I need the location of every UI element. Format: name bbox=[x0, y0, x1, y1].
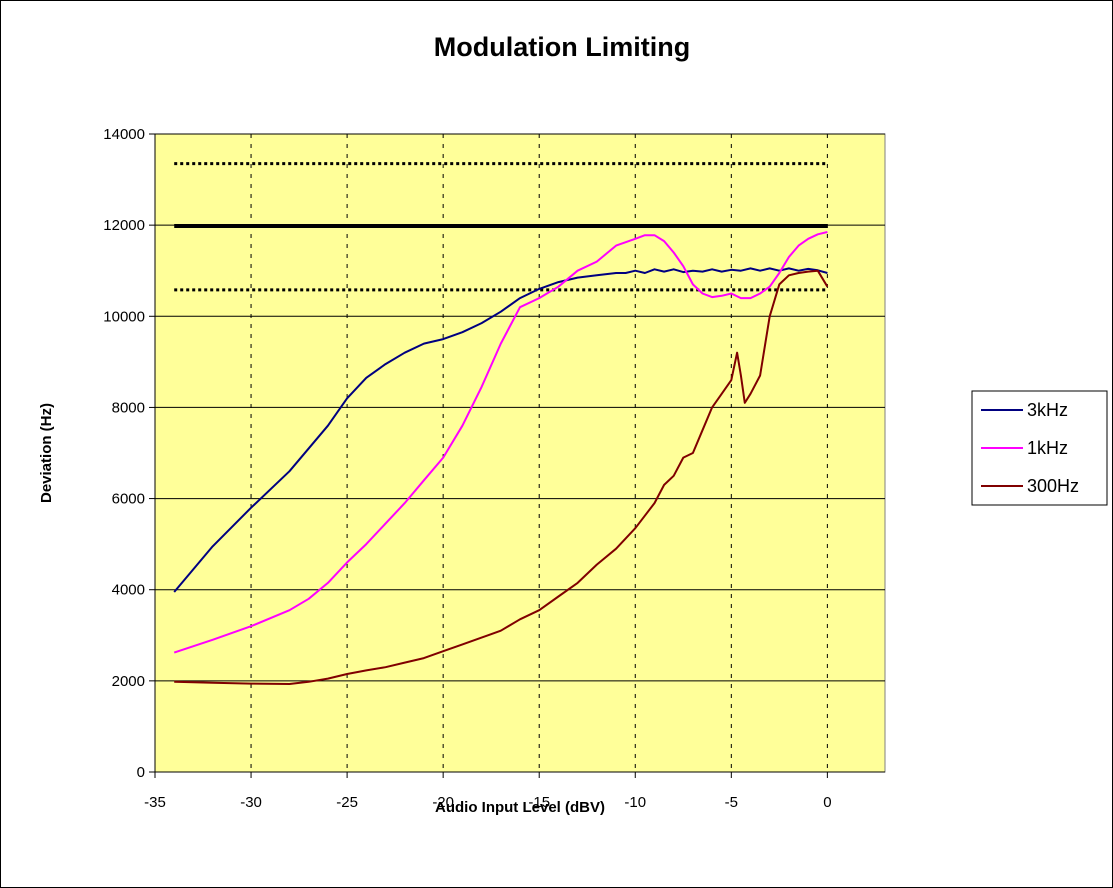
x-tick-label: -10 bbox=[624, 794, 646, 811]
y-tick-label: 0 bbox=[137, 764, 145, 781]
legend-label-1kHz: 1kHz bbox=[1027, 438, 1068, 458]
legend-label-300Hz: 300Hz bbox=[1027, 476, 1079, 496]
x-tick-label: 0 bbox=[823, 794, 831, 811]
x-tick-label: -20 bbox=[432, 794, 454, 811]
x-tick-label: -30 bbox=[240, 794, 262, 811]
y-tick-label: 6000 bbox=[112, 491, 145, 508]
plot-area bbox=[154, 133, 886, 773]
y-tick-label: 8000 bbox=[112, 399, 145, 416]
tick-labels: 0 2000 4000 6000 8000 10000 12000 14000 -35 -30 -2… bbox=[103, 126, 831, 811]
series-lines bbox=[173, 231, 829, 685]
x-tick-label: -35 bbox=[144, 794, 166, 811]
y-tick-label: 14000 bbox=[103, 126, 145, 143]
reference-lines bbox=[174, 162, 828, 292]
x-axis-title: Audio Input Level (dBV) bbox=[435, 799, 605, 816]
legend-label-3kHz: 3kHz bbox=[1027, 400, 1068, 420]
y-tick-label: 2000 bbox=[112, 673, 145, 690]
chart-title: Modulation Limiting bbox=[434, 32, 690, 62]
y-tick-label: 4000 bbox=[112, 582, 145, 599]
y-tick-label: 12000 bbox=[103, 217, 145, 234]
x-tick-label: -25 bbox=[336, 794, 358, 811]
y-axis-title: Deviation (Hz) bbox=[38, 403, 55, 503]
axes bbox=[149, 133, 885, 778]
legend: 3kHz 1kHz 300Hz bbox=[971, 390, 1108, 506]
series-line-300Hz bbox=[174, 269, 829, 685]
series-line-3kHz bbox=[173, 267, 828, 593]
x-tick-label: -15 bbox=[528, 794, 550, 811]
y-tick-label: 10000 bbox=[103, 308, 145, 325]
x-tick-label: -5 bbox=[725, 794, 738, 811]
series-line-1kHz bbox=[173, 231, 828, 654]
